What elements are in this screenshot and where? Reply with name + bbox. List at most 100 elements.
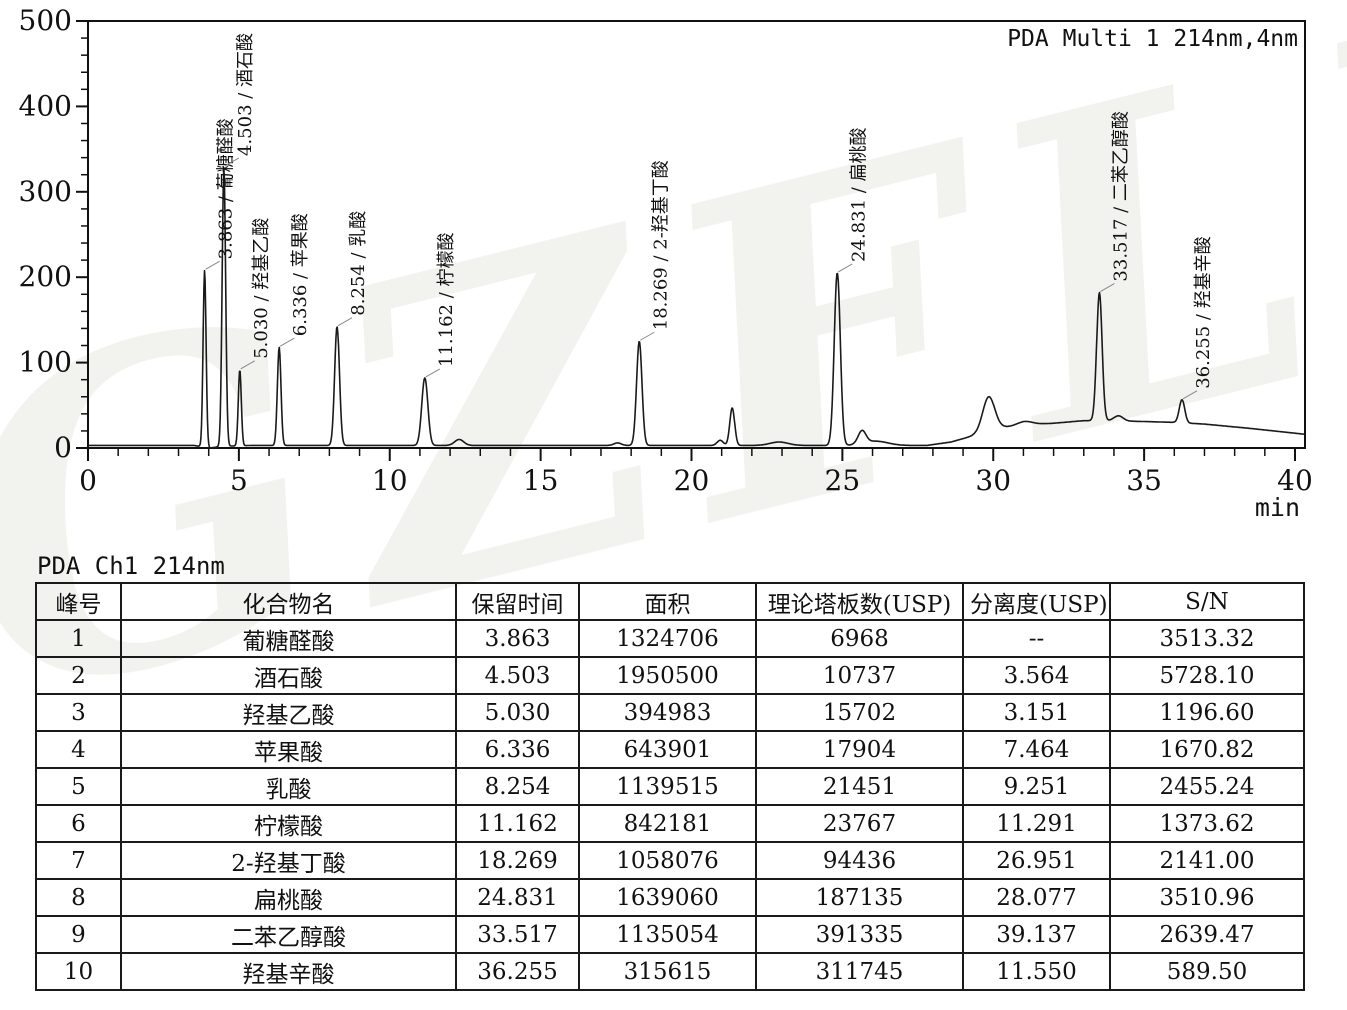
table-cell: 羟基乙酸 xyxy=(120,693,457,732)
table-cell: 26.951 xyxy=(962,841,1111,880)
col-header-area: 面积 xyxy=(578,582,757,621)
y-tick-label: 500 xyxy=(19,4,72,37)
table-cell: 33.517 xyxy=(455,915,580,954)
table-cell: 酒石酸 xyxy=(120,656,457,695)
table-row: 4 苹果酸 6.336 643901 17904 7.464 1670.82 xyxy=(35,730,1305,769)
table-cell: 394983 xyxy=(578,693,757,732)
table-cell: 1639060 xyxy=(578,878,757,917)
y-tick-label: 300 xyxy=(19,175,72,208)
table-cell: 羟基辛酸 xyxy=(120,952,457,991)
peak-label: 6.336 / 苹果酸 xyxy=(290,213,311,336)
table-cell: 24.831 xyxy=(455,878,580,917)
table-cell: 36.255 xyxy=(455,952,580,991)
peak-table: 峰号 化合物名 保留时间 面积 理论塔板数(USP) 分离度(USP) S/N … xyxy=(35,582,1305,991)
table-row: 2 酒石酸 4.503 1950500 10737 3.564 5728.10 xyxy=(35,656,1305,695)
table-cell: 1135054 xyxy=(578,915,757,954)
table-cell: 5.030 xyxy=(455,693,580,732)
peak-label-leader xyxy=(838,263,853,273)
table-header-row: 峰号 化合物名 保留时间 面积 理论塔板数(USP) 分离度(USP) S/N xyxy=(35,582,1305,621)
peak-label: 5.030 / 羟基乙酸 xyxy=(251,218,272,359)
peak-label-leader xyxy=(640,331,655,341)
table-cell: 3.151 xyxy=(962,693,1111,732)
table-cell: 扁桃酸 xyxy=(120,878,457,917)
peak-label: 36.255 / 羟基辛酸 xyxy=(1193,236,1214,389)
table-cell: 589.50 xyxy=(1109,952,1305,991)
table-cell: 11.162 xyxy=(455,804,580,843)
x-tick-label: 20 xyxy=(674,464,710,497)
peak-label: 24.831 / 扁桃酸 xyxy=(848,127,869,262)
peak-label-leader xyxy=(425,368,441,378)
col-header-plates: 理论塔板数(USP) xyxy=(755,582,964,621)
x-axis-unit-label: min xyxy=(1255,493,1300,522)
table-cell: 187135 xyxy=(755,878,964,917)
table-cell: 10 xyxy=(35,952,122,991)
table-row: 3 羟基乙酸 5.030 394983 15702 3.151 1196.60 xyxy=(35,693,1305,732)
signal-trace xyxy=(87,166,1305,449)
table-cell: 1373.62 xyxy=(1109,804,1305,843)
table-cell: 1058076 xyxy=(578,841,757,880)
table-cell: 3.863 xyxy=(455,619,580,658)
table-cell: 11.550 xyxy=(962,952,1111,991)
plot-frame xyxy=(87,20,1306,449)
table-cell: 4 xyxy=(35,730,122,769)
peak-label: 33.517 / 二苯乙醇酸 xyxy=(1110,111,1131,282)
table-row: 10 羟基辛酸 36.255 315615 311745 11.550 589.50 xyxy=(35,952,1305,991)
peak-label-leader xyxy=(240,360,256,370)
table-cell: 6.336 xyxy=(455,730,580,769)
x-tick-label: 10 xyxy=(372,464,408,497)
detector-label: PDA Multi 1 214nm,4nm xyxy=(1007,26,1298,52)
table-cell: 1 xyxy=(35,619,122,658)
table-cell: 9 xyxy=(35,915,122,954)
peak-label-leader xyxy=(1182,390,1198,400)
table-cell: 842181 xyxy=(578,804,757,843)
table-cell: 葡糖醛酸 xyxy=(120,619,457,658)
peak-label-leader xyxy=(337,317,353,327)
x-tick-label: 30 xyxy=(975,464,1011,497)
table-row: 7 2-羟基丁酸 18.269 1058076 94436 26.951 2141.00 xyxy=(35,841,1305,880)
table-cell: 15702 xyxy=(755,693,964,732)
table-cell: 3 xyxy=(35,693,122,732)
table-cell: 8.254 xyxy=(455,767,580,806)
y-tick-label: 400 xyxy=(19,89,72,122)
peak-label-leader xyxy=(224,157,240,167)
table-cell: 18.269 xyxy=(455,841,580,880)
peak-label: 4.503 / 酒石酸 xyxy=(235,33,256,156)
table-cell: 643901 xyxy=(578,730,757,769)
x-tick-label: 15 xyxy=(523,464,559,497)
table-cell: 23767 xyxy=(755,804,964,843)
table-cell: 1324706 xyxy=(578,619,757,658)
table-cell: 2141.00 xyxy=(1109,841,1305,880)
table-cell: 二苯乙醇酸 xyxy=(120,915,457,954)
table-cell: 9.251 xyxy=(962,767,1111,806)
table-cell: -- xyxy=(962,619,1111,658)
table-cell: 柠檬酸 xyxy=(120,804,457,843)
table-cell: 17904 xyxy=(755,730,964,769)
table-row: 8 扁桃酸 24.831 1639060 187135 28.077 3510.96 xyxy=(35,878,1305,917)
table-cell: 7 xyxy=(35,841,122,880)
table-cell: 94436 xyxy=(755,841,964,880)
table-row: 9 二苯乙醇酸 33.517 1135054 391335 39.137 2639.47 xyxy=(35,915,1305,954)
table-cell: 7.464 xyxy=(962,730,1111,769)
peak-table-section: PDA Ch1 214nm 峰号 化合物名 保留时间 面积 理论塔板数(USP)… xyxy=(35,552,1305,991)
peak-label-leader xyxy=(205,260,220,270)
table-cell: 10737 xyxy=(755,656,964,695)
x-tick-label: 0 xyxy=(79,464,97,497)
x-tick-label: 40 xyxy=(1277,464,1313,497)
table-cell: 1196.60 xyxy=(1109,693,1305,732)
col-header-resolution: 分离度(USP) xyxy=(962,582,1111,621)
chromatogram-panel: 0 5 10 15 20 25 30 35 40 0 100 200 300 400 500 3.863 /… xyxy=(19,4,1313,522)
peak-label: 3.863 / 葡糖醛酸 xyxy=(216,118,237,259)
x-tick-label: 35 xyxy=(1126,464,1162,497)
col-header-compound: 化合物名 xyxy=(120,582,457,621)
table-cell: 5 xyxy=(35,767,122,806)
table-row: 5 乳酸 8.254 1139515 21451 9.251 2455.24 xyxy=(35,767,1305,806)
peak-label: 18.269 / 2-羟基丁酸 xyxy=(650,160,671,330)
table-cell: 6 xyxy=(35,804,122,843)
col-header-retention: 保留时间 xyxy=(455,582,580,621)
table-cell: 2455.24 xyxy=(1109,767,1305,806)
table-title: PDA Ch1 214nm xyxy=(37,552,225,580)
table-cell: 1950500 xyxy=(578,656,757,695)
table-cell: 1139515 xyxy=(578,767,757,806)
